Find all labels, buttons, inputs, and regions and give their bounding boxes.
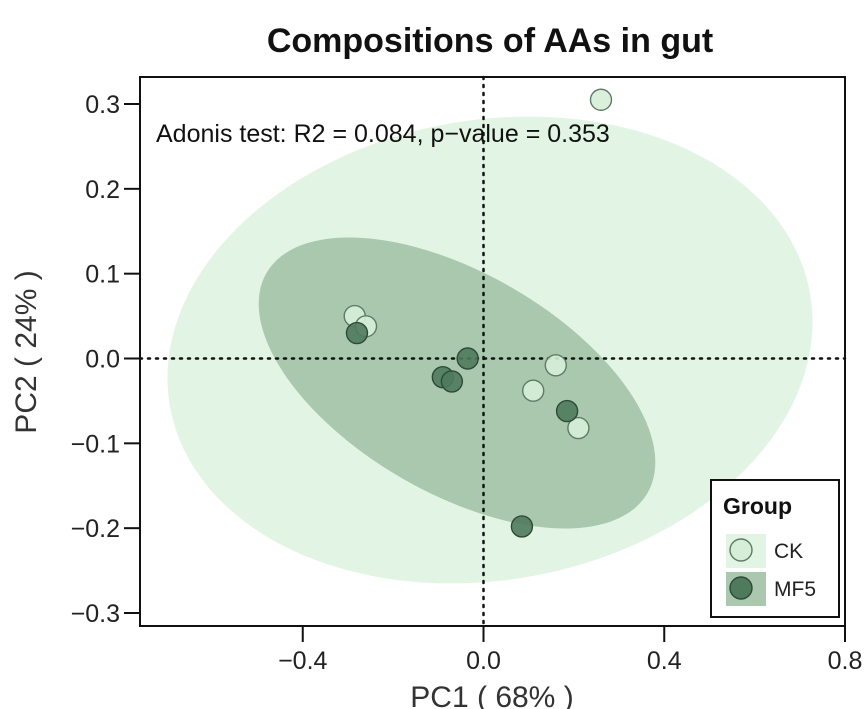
data-point-mf5 (555, 399, 579, 423)
data-point-ck (589, 88, 613, 111)
data-point-mf5 (510, 515, 534, 538)
data-points (343, 88, 613, 538)
y-axis: 0.3 0.2 0.1 0.0 −0.1 −0.2 −0.3 (71, 91, 140, 628)
data-point-ck (522, 379, 545, 402)
x-axis-title: PC1 ( 68% ) (410, 681, 573, 709)
legend: Group CK MF5 (710, 479, 840, 618)
y-tick-label: −0.3 (71, 600, 120, 628)
legend-marker-mf5 (729, 576, 753, 600)
data-point-mf5 (345, 321, 369, 345)
x-tick-label: 0.4 (647, 647, 682, 675)
chart-title: Compositions of AAs in gut (266, 22, 714, 60)
legend-label-mf5: MF5 (774, 578, 816, 601)
y-tick-label: 0.1 (85, 261, 120, 289)
y-tick-label: −0.1 (71, 430, 120, 458)
legend-title: Group (723, 493, 792, 519)
legend-label-ck: CK (774, 540, 803, 563)
plot-frame (139, 76, 846, 627)
y-tick-label: 0.3 (85, 91, 120, 119)
x-tick-label: 0.8 (828, 647, 863, 675)
data-point-mf5 (456, 347, 479, 370)
y-tick-label: 0.0 (85, 346, 120, 374)
x-axis: −0.4 0.0 0.4 0.8 (278, 626, 862, 675)
data-point-ck (544, 354, 567, 377)
y-tick-label: 0.2 (85, 176, 120, 204)
adonis-annotation: Adonis test: R2 = 0.084, p−value = 0.353 (156, 120, 610, 148)
legend-marker-ck (729, 538, 753, 562)
reference-lines (138, 75, 847, 628)
x-tick-label: −0.4 (278, 647, 327, 675)
data-point-ck (567, 416, 590, 440)
y-tick-label: −0.2 (71, 515, 120, 543)
data-point-mf5 (440, 370, 464, 393)
x-tick-label: 0.0 (466, 647, 501, 675)
y-axis-title: PC2 ( 24% ) (10, 270, 43, 433)
